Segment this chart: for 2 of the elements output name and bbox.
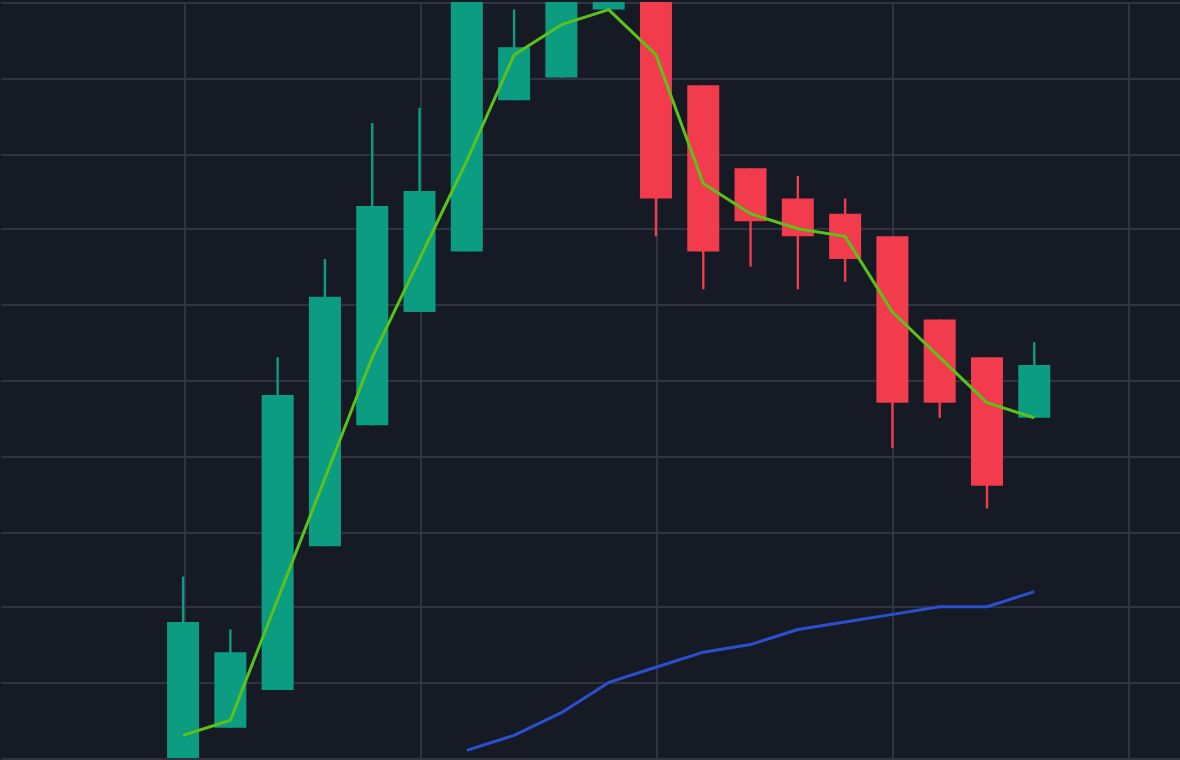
candlestick (781, 174, 814, 291)
candlestick (829, 197, 862, 283)
